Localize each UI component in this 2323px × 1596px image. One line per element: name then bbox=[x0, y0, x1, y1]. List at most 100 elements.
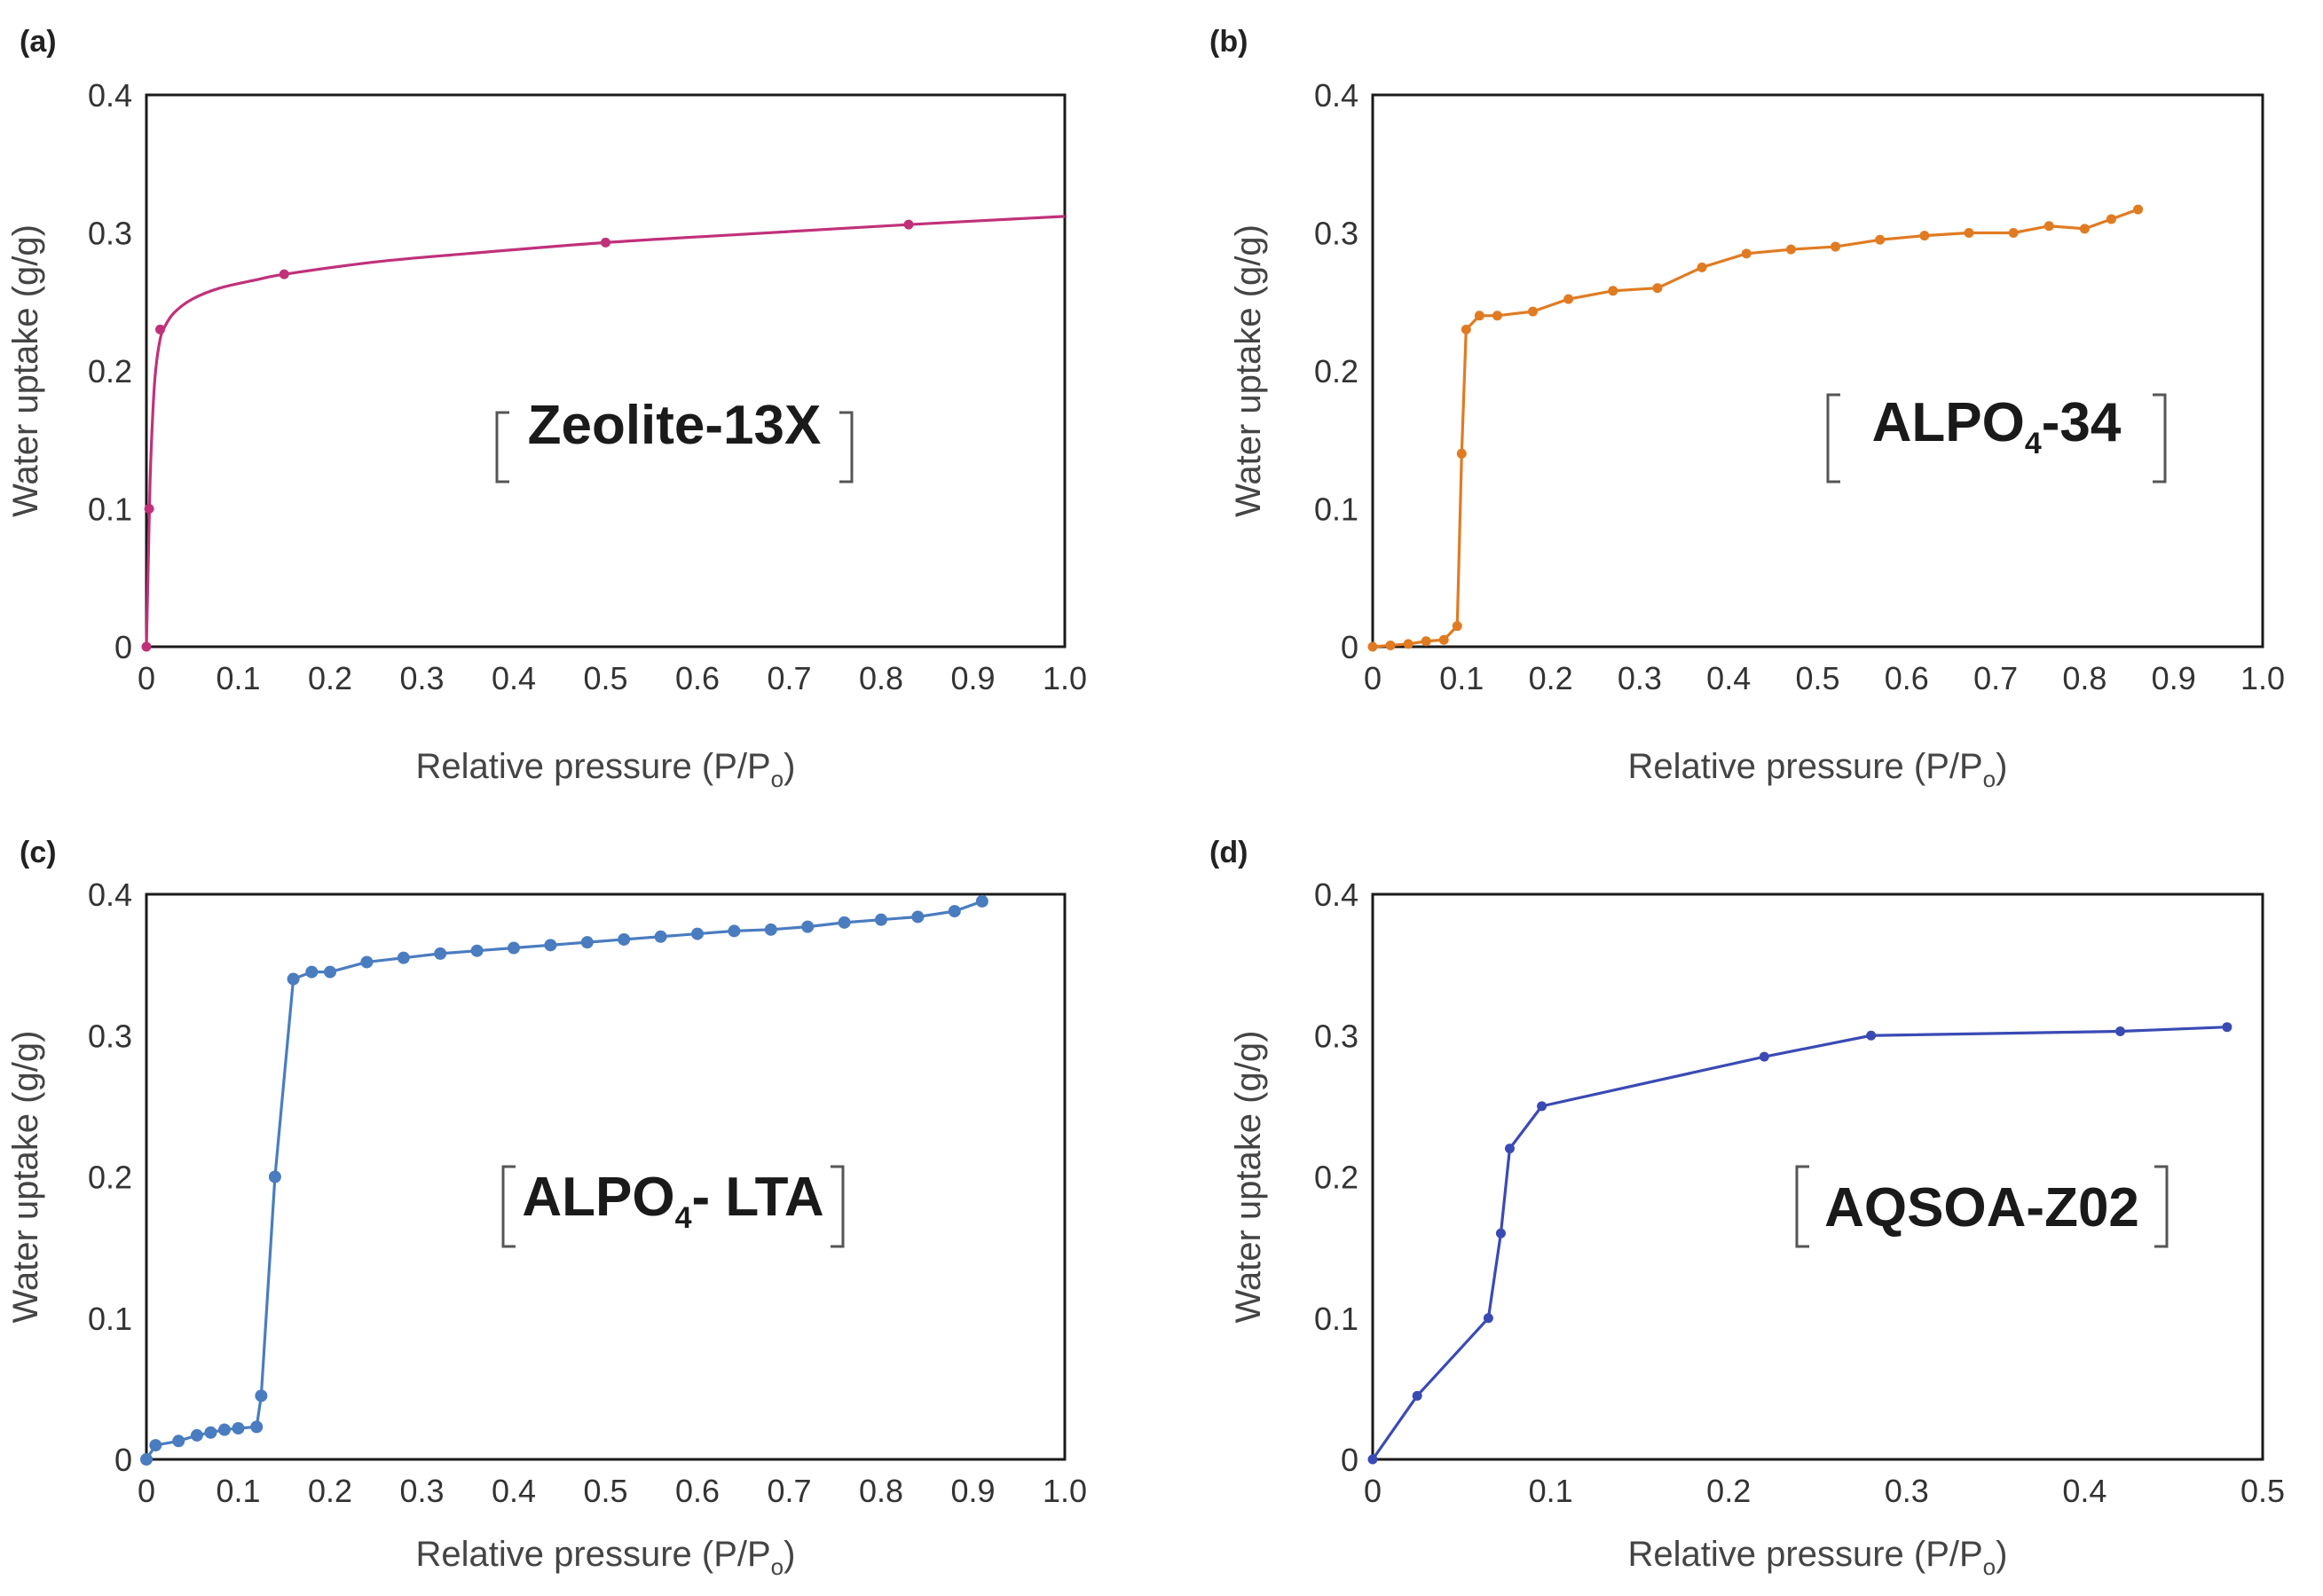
data-point bbox=[1504, 1144, 1515, 1154]
panel-letter: (c) bbox=[20, 836, 57, 869]
data-point bbox=[1495, 1228, 1506, 1238]
x-axis-title-subscript: o bbox=[1983, 1553, 1996, 1580]
data-point bbox=[204, 1426, 217, 1439]
y-tick-label: 0 bbox=[114, 629, 132, 665]
y-tick-label: 0.2 bbox=[1314, 353, 1358, 389]
data-point bbox=[1831, 241, 1841, 252]
data-point bbox=[268, 1170, 281, 1183]
data-point bbox=[140, 1453, 153, 1466]
data-point bbox=[2115, 1026, 2126, 1036]
data-point bbox=[2106, 214, 2116, 224]
data-point bbox=[1367, 1454, 1378, 1465]
data-point bbox=[2222, 1022, 2232, 1033]
data-point bbox=[1964, 228, 1974, 238]
data-point bbox=[654, 930, 667, 943]
x-axis-title: Relative pressure (P/Po) bbox=[1628, 1535, 2008, 1580]
x-tick-label: 0.5 bbox=[583, 1473, 627, 1509]
tag-bracket-right bbox=[2154, 1165, 2169, 1248]
data-point bbox=[149, 1439, 162, 1452]
x-tick-label: 0.2 bbox=[1529, 660, 1573, 696]
x-axis-title-close: ) bbox=[784, 1535, 795, 1574]
data-point bbox=[1492, 311, 1502, 321]
y-tick-label: 0.3 bbox=[88, 1018, 132, 1054]
sample-label-main: AQSOA-Z02 bbox=[1824, 1177, 2139, 1238]
x-tick-label: 0.3 bbox=[399, 660, 444, 696]
data-point bbox=[1528, 306, 1539, 317]
data-point bbox=[279, 269, 289, 279]
y-tick-label: 0.4 bbox=[88, 77, 132, 114]
data-point bbox=[1452, 621, 1462, 632]
sample-label: ALPO4- LTA bbox=[522, 1167, 823, 1235]
x-tick-label: 1.0 bbox=[1043, 660, 1087, 696]
data-point bbox=[470, 944, 484, 957]
data-point bbox=[1474, 311, 1484, 321]
y-tick-label: 0.3 bbox=[1314, 216, 1358, 252]
data-point bbox=[1421, 636, 1431, 647]
data-point bbox=[1385, 640, 1396, 650]
x-tick-label: 0.2 bbox=[308, 1473, 352, 1509]
sample-label-subscript: 4 bbox=[675, 1201, 692, 1235]
y-tick-label: 0.2 bbox=[88, 1160, 132, 1196]
y-tick-label: 0.3 bbox=[88, 216, 132, 252]
x-axis-title: Relative pressure (P/Po) bbox=[416, 747, 796, 792]
y-tick-label: 0.1 bbox=[88, 1301, 132, 1337]
data-point bbox=[1759, 1051, 1769, 1062]
series-line bbox=[1371, 1026, 2227, 1460]
data-point bbox=[1875, 234, 1886, 245]
x-tick-label: 0.8 bbox=[2062, 660, 2106, 696]
x-tick-label: 0.9 bbox=[950, 660, 995, 696]
sample-label-tail: - LTA bbox=[691, 1167, 823, 1228]
x-tick-label: 0.1 bbox=[216, 1473, 260, 1509]
data-point bbox=[728, 924, 741, 938]
data-point bbox=[764, 923, 777, 936]
sample-label-subscript: 4 bbox=[2025, 427, 2042, 460]
x-tick-label: 0.4 bbox=[1706, 660, 1751, 696]
x-tick-label: 0.5 bbox=[2240, 1473, 2285, 1509]
data-point bbox=[434, 947, 447, 960]
data-point bbox=[141, 641, 152, 652]
tag-bracket-left bbox=[495, 411, 509, 484]
panel-letter: (a) bbox=[20, 25, 57, 59]
x-tick-label: 0.1 bbox=[1529, 1473, 1573, 1509]
x-axis-title-subscript: o bbox=[1983, 766, 1996, 792]
x-tick-label: 0.8 bbox=[859, 660, 903, 696]
y-axis-title: Water uptake (g/g) bbox=[1229, 224, 1268, 517]
data-point bbox=[544, 939, 557, 952]
y-axis-title: Water uptake (g/g) bbox=[6, 224, 45, 517]
data-point bbox=[1866, 1030, 1877, 1041]
x-axis-title-close: ) bbox=[1996, 1535, 2007, 1574]
x-tick-label: 0.2 bbox=[1706, 1473, 1751, 1509]
data-point bbox=[1785, 244, 1796, 255]
y-axis-title: Water uptake (g/g) bbox=[6, 1031, 45, 1324]
data-point bbox=[911, 910, 925, 924]
sample-label-main: ALPO bbox=[522, 1167, 674, 1228]
x-axis-title-main: Relative pressure (P/P bbox=[1628, 1535, 1983, 1574]
data-point bbox=[1461, 324, 1471, 334]
data-point bbox=[1438, 634, 1449, 645]
y-tick-label: 0.1 bbox=[88, 491, 132, 528]
data-point bbox=[2008, 228, 2019, 238]
x-tick-label: 0.4 bbox=[492, 660, 536, 696]
y-tick-label: 0.2 bbox=[88, 353, 132, 389]
plot-frame bbox=[145, 892, 1067, 1461]
sample-label-main: ALPO bbox=[1872, 392, 2025, 453]
data-point bbox=[903, 219, 914, 230]
tag-bracket-left bbox=[1795, 1165, 1809, 1248]
chart-panel-b: (b) 0 0.1 0.2 0.3 0.4 0 0.1 0.2 0.3 0.4 0.5 0.6 0.7 0.… bbox=[1209, 25, 2285, 792]
data-point bbox=[305, 965, 319, 979]
x-tick-label: 0 bbox=[1364, 1473, 1382, 1509]
x-tick-label: 0.6 bbox=[675, 660, 720, 696]
x-tick-label: 0.7 bbox=[767, 660, 811, 696]
tag-bracket-right bbox=[831, 1165, 845, 1248]
x-axis-title-subscript: o bbox=[771, 1553, 784, 1580]
data-point bbox=[801, 920, 815, 933]
data-point bbox=[2079, 224, 2090, 234]
data-point bbox=[1367, 641, 1378, 652]
sample-label: ALPO4-34 bbox=[1872, 392, 2122, 460]
y-tick-label: 0 bbox=[1341, 1442, 1358, 1478]
data-point bbox=[172, 1435, 185, 1448]
data-point bbox=[360, 955, 374, 969]
data-point bbox=[691, 927, 704, 940]
x-axis-title-main: Relative pressure (P/P bbox=[416, 1535, 771, 1574]
